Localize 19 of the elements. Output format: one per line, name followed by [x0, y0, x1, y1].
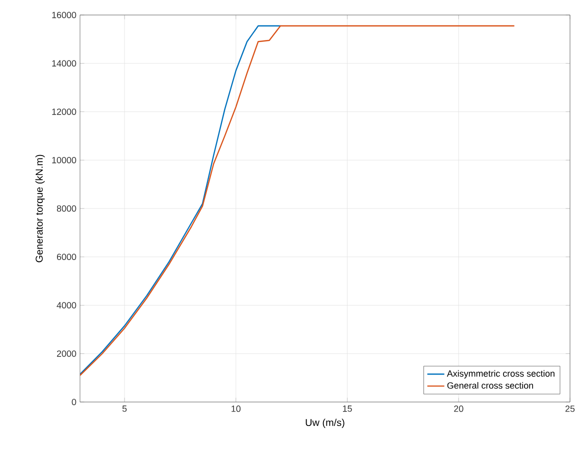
- x-tick-label: 15: [342, 406, 352, 412]
- x-tick-label: 25: [565, 406, 575, 412]
- x-tick-label: 5: [122, 406, 127, 412]
- y-tick-label: 14000: [52, 60, 76, 67]
- y-tick-label: 2000: [56, 350, 76, 357]
- x-axis-title: Uw (m/s): [306, 418, 344, 428]
- y-axis-title: Generator torque (kN.m): [35, 154, 45, 262]
- y-tick-label: 6000: [56, 254, 76, 260]
- legend-label: Axisymmetric cross section: [446, 370, 554, 378]
- y-tick-label: 4000: [56, 302, 76, 308]
- y-tick-label: 0: [72, 398, 76, 406]
- y-tick-label: 10000: [52, 156, 76, 164]
- x-tick-label: 20: [454, 406, 464, 412]
- y-tick-label: 12000: [52, 108, 76, 115]
- legend-label: General cross section: [447, 382, 534, 389]
- x-tick-label: 10: [232, 406, 241, 412]
- line-series: [80, 25, 282, 375]
- y-tick-label: 8000: [56, 205, 76, 212]
- y-tick-label: 16000: [52, 12, 76, 18]
